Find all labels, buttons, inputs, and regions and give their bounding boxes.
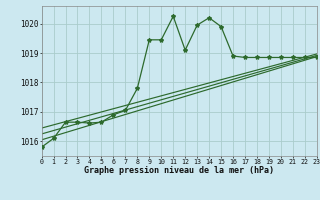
X-axis label: Graphe pression niveau de la mer (hPa): Graphe pression niveau de la mer (hPa) xyxy=(84,166,274,175)
